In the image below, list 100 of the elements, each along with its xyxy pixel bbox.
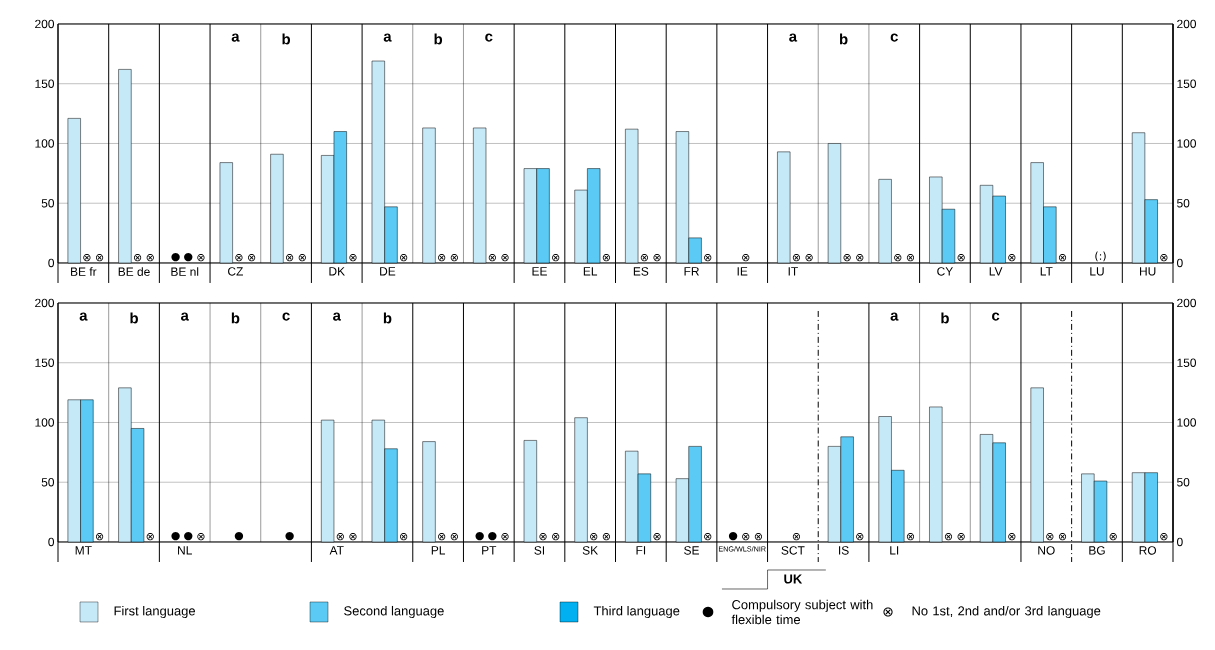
y2-tick-label: 50 — [1177, 478, 1190, 487]
annotation: a — [181, 312, 189, 321]
x-tick-label: IE — [737, 267, 748, 276]
text: ⊗ — [539, 533, 547, 541]
y2-tick-label: 150 — [1177, 79, 1197, 88]
text: ⊗ — [146, 254, 154, 262]
text: ⊗ — [450, 533, 458, 541]
annotation: c — [890, 33, 898, 42]
text: ⊗ — [197, 533, 205, 541]
text: ⊗ — [400, 254, 408, 262]
y-tick-label: 0 — [48, 537, 55, 547]
text: ⊗ — [602, 254, 610, 262]
text: ● — [171, 531, 180, 541]
text: ⊗ — [602, 533, 610, 541]
text: ⊗ — [843, 254, 851, 262]
annotation: a — [231, 33, 240, 42]
text: ● — [728, 531, 738, 541]
annotation: c — [992, 312, 1000, 321]
x-tick-label: SE — [684, 546, 699, 555]
text: No 1st, 2nd and/or 3rd language — [912, 605, 1101, 619]
annotation: b — [383, 312, 392, 324]
x-tick-label: IT — [788, 267, 798, 276]
text: ⊗ — [438, 254, 446, 262]
text: ⊗ — [95, 533, 104, 541]
legend-label: First language — [114, 605, 195, 619]
x-tick-label: CZ — [228, 267, 243, 276]
y2-tick-label: 100 — [1177, 139, 1197, 148]
x-tick-label: SK — [582, 546, 599, 555]
text: ⊗ — [501, 254, 509, 262]
text: ⊗ — [754, 533, 763, 541]
text: ● — [702, 606, 714, 618]
text: ⊗ — [906, 533, 915, 541]
text: ● — [184, 252, 193, 262]
text: ⊗ — [742, 254, 750, 262]
text: ⊗ — [856, 254, 864, 262]
x-tick-label: RO — [1139, 546, 1157, 555]
text: ⊗ — [400, 533, 408, 541]
x-tick-label: LT — [1040, 267, 1053, 276]
y-tick-label: 200 — [35, 298, 55, 308]
x-tick-label: NL — [178, 546, 192, 555]
text: ⊗ — [248, 254, 256, 262]
annotation: a — [79, 312, 88, 321]
x-tick-label: HU — [1140, 267, 1156, 276]
text: ⊗ — [640, 254, 648, 262]
text: ⊗ — [957, 254, 965, 262]
text: ⊗ — [298, 254, 306, 262]
text: ⊗ — [146, 533, 154, 541]
text: ⊗ — [286, 254, 294, 262]
text: ⊗ — [856, 533, 864, 541]
text: ⊗ — [944, 533, 953, 541]
x-tick-label: NO — [1038, 546, 1055, 555]
text: ⊗ — [336, 533, 344, 541]
text: ⊗ — [488, 254, 496, 262]
x-tick-label: FR — [684, 267, 699, 276]
text: UK — [784, 574, 803, 584]
text: ⊗ — [653, 254, 661, 262]
x-tick-label: EE — [532, 267, 547, 276]
text: ⊗ — [1058, 254, 1067, 262]
text: ⊗ — [894, 254, 902, 262]
annotation: a — [333, 312, 342, 321]
annotation: b — [941, 312, 949, 324]
text: ⊗ — [349, 254, 357, 262]
x-tick-label: DK — [329, 267, 345, 276]
text: ⊗ — [133, 254, 142, 262]
annotation: b — [839, 33, 848, 45]
text: ⊗ — [653, 533, 661, 541]
x-tick-label: LU — [1090, 267, 1104, 276]
y2-tick-label: 50 — [1177, 199, 1190, 208]
text: ⊗ — [805, 254, 813, 262]
y2-tick-label: 200 — [1177, 298, 1197, 308]
text: ⊗ — [883, 607, 893, 617]
text: ⊗ — [552, 533, 560, 541]
text: ⊗ — [590, 533, 598, 541]
x-tick-label: LI — [890, 546, 899, 555]
y2-tick-label: 150 — [1177, 358, 1197, 367]
text: ⊗ — [792, 254, 801, 262]
text: ⊗ — [704, 254, 712, 262]
text: ⊗ — [235, 254, 243, 262]
y2-tick-label: 100 — [1177, 418, 1197, 427]
x-tick-label: IS — [839, 546, 849, 555]
text: ⊗ — [742, 533, 750, 541]
text: ⊗ — [1008, 254, 1016, 262]
annotation: c — [485, 33, 493, 42]
text: (:) — [1095, 251, 1106, 262]
text: ⊗ — [349, 533, 357, 541]
y2-tick-label: 200 — [1177, 19, 1197, 29]
x-tick-label: MT — [75, 546, 92, 555]
text: ⊗ — [1058, 533, 1067, 541]
annotation: b — [282, 33, 291, 45]
text: ⊗ — [438, 533, 446, 541]
text: ⊗ — [1109, 533, 1117, 541]
text: ⊗ — [95, 254, 104, 262]
y-tick-label: 100 — [35, 139, 55, 148]
x-tick-label: DE — [380, 267, 396, 276]
y-tick-label: 100 — [35, 418, 55, 427]
text: ⊗ — [704, 533, 712, 541]
x-tick-label: BE fr — [71, 267, 97, 276]
y-tick-label: 200 — [35, 19, 55, 29]
text: ⊗ — [501, 533, 509, 541]
x-tick-label: AT — [329, 546, 344, 555]
